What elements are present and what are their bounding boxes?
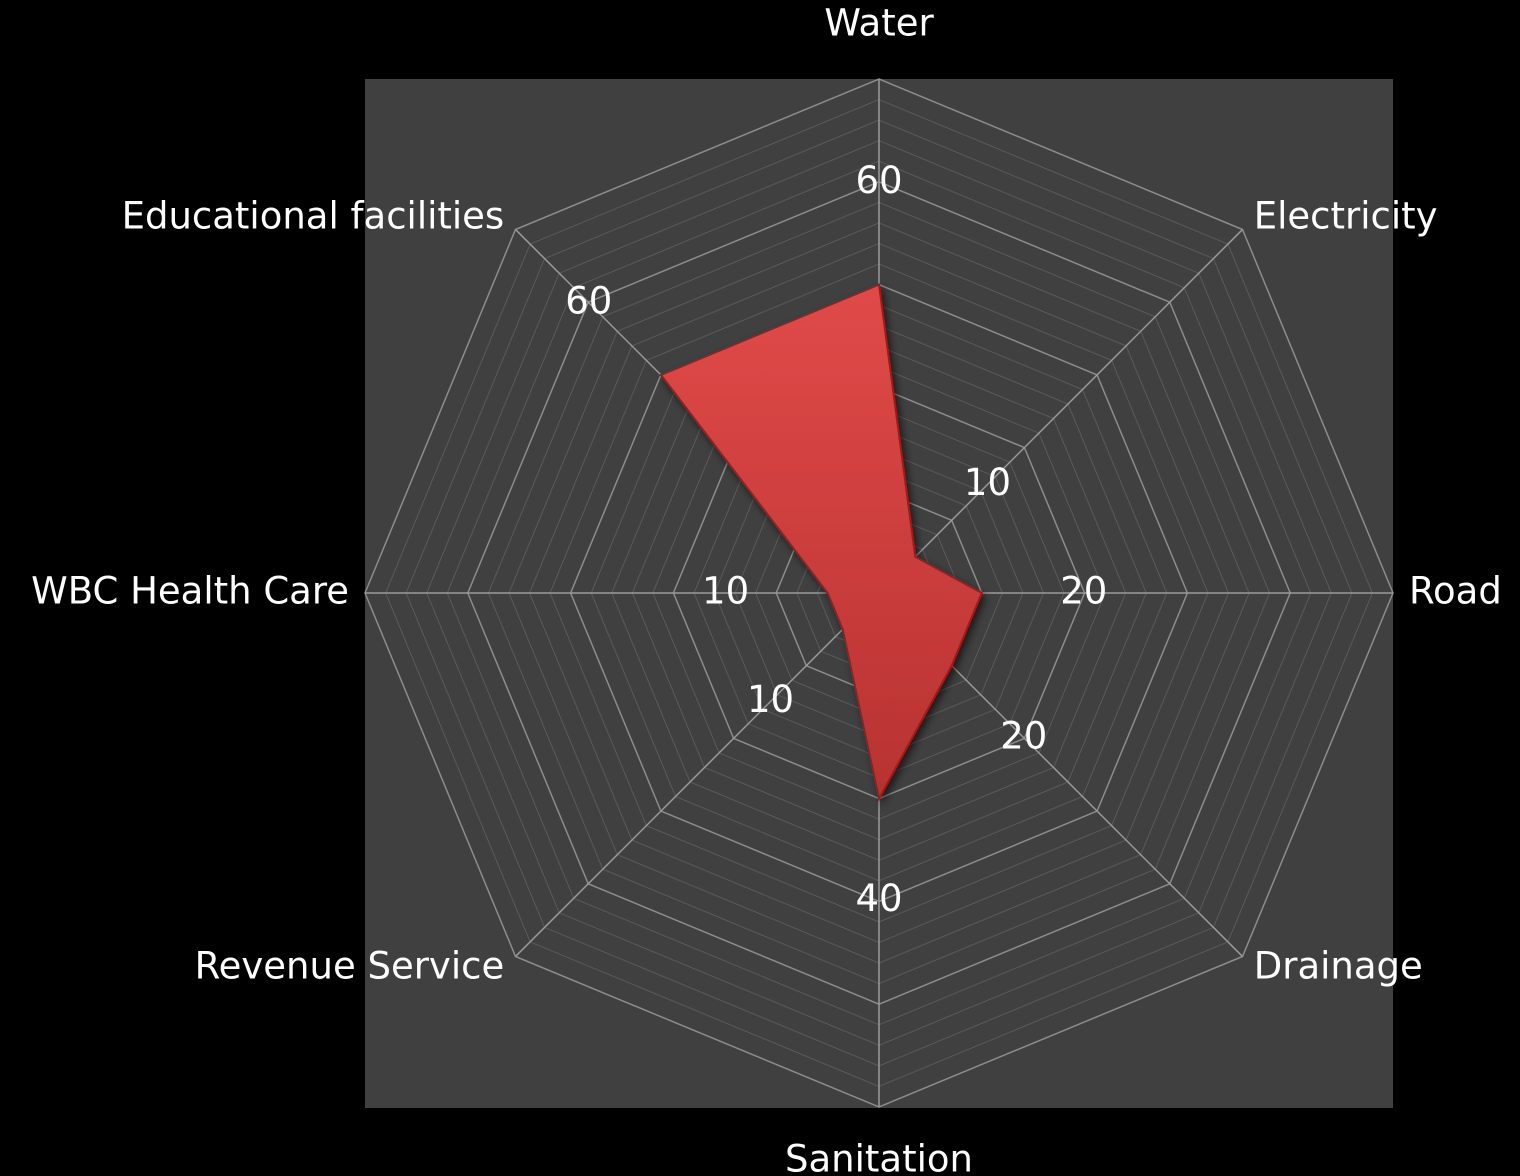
data-label: 60: [565, 279, 612, 322]
data-label: 10: [747, 678, 794, 721]
category-label: Educational facilities: [122, 195, 505, 238]
axis-spoke: [515, 592, 880, 957]
category-label: Revenue Service: [195, 944, 505, 987]
data-label: 10: [964, 461, 1011, 504]
category-label: WBC Health Care: [31, 570, 349, 613]
category-label: Sanitation: [785, 1138, 973, 1176]
category-label: Drainage: [1254, 944, 1423, 987]
axis-spoke: [878, 229, 1243, 594]
category-label: Road: [1409, 570, 1502, 613]
data-label: 20: [1000, 714, 1047, 757]
category-label: Water: [824, 2, 934, 45]
data-label: 10: [702, 570, 749, 613]
data-label: 60: [855, 159, 902, 202]
category-label: Electricity: [1254, 195, 1438, 238]
data-label: 20: [1060, 570, 1107, 613]
data-label: 40: [855, 877, 902, 920]
data-area: [659, 283, 984, 802]
